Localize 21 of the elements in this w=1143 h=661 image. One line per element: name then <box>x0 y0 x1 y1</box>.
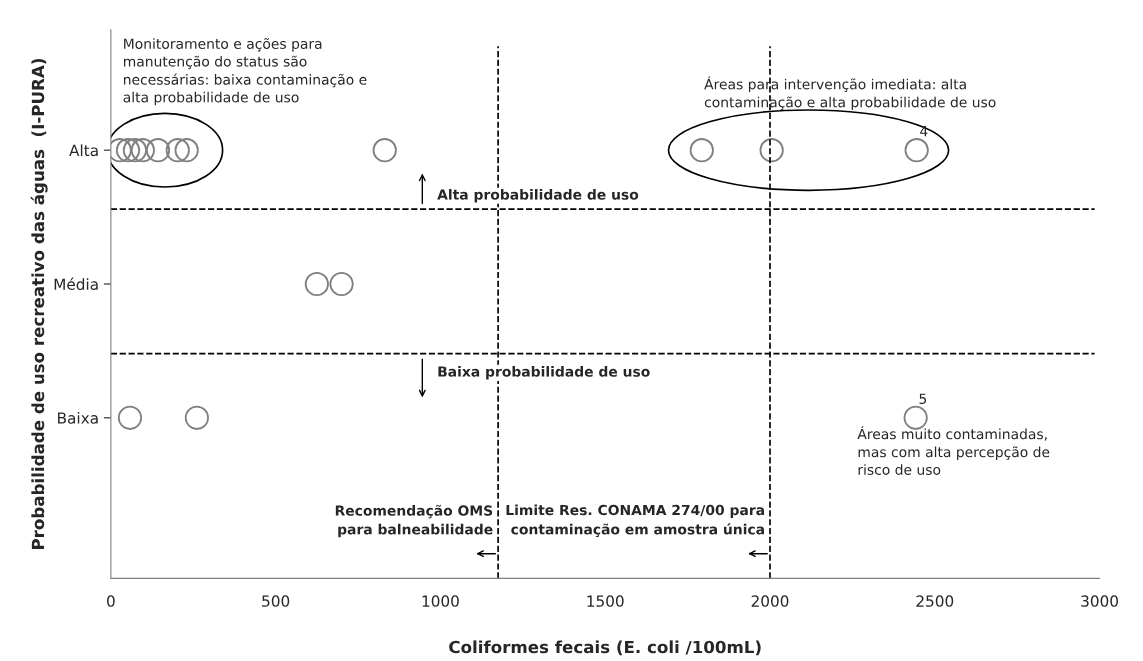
x-axis-title: Coliformes fecais (E. coli /100mL) <box>449 640 761 656</box>
y-tick-label: Média <box>54 277 98 291</box>
x-tick-label: 1500 <box>587 595 624 607</box>
ref-line-label: Limite Res. CONAMA 274/00 para contaminação em amostra única <box>506 504 764 538</box>
annotation: 5 <box>919 393 927 404</box>
y-tick-label: Alta <box>69 144 98 157</box>
x-tick-label: 0 <box>107 595 115 607</box>
x-tick-label: 2500 <box>916 595 954 607</box>
ref-line-label: Recomendação OMS para balneabilidade <box>335 504 493 538</box>
x-tick-label: 3000 <box>1081 595 1118 607</box>
annotation: Áreas muito contaminadas, mas com alta percepção de risco de uso <box>857 426 1050 475</box>
x-tick-label: 2000 <box>751 595 789 607</box>
annotation: Alta probabilidade de uso <box>437 189 639 203</box>
annotation: 4 <box>920 126 928 137</box>
annotation: Áreas para intervenção imediata: alta contaminação e alta probabilidade de uso <box>704 76 996 111</box>
annotation: Monitoramento e ações para manutenção do status são necessárias: baixa contaminação e alta probabilidade de uso <box>123 37 367 106</box>
y-axis-title: Probabilidade de uso recreativo das águas (I-PURA) <box>30 59 48 549</box>
annotation: Baixa probabilidade de uso <box>438 366 650 380</box>
x-tick-label: 1000 <box>422 595 459 607</box>
x-tick-label: 500 <box>262 595 290 607</box>
y-tick-label: Baixa <box>58 412 98 424</box>
